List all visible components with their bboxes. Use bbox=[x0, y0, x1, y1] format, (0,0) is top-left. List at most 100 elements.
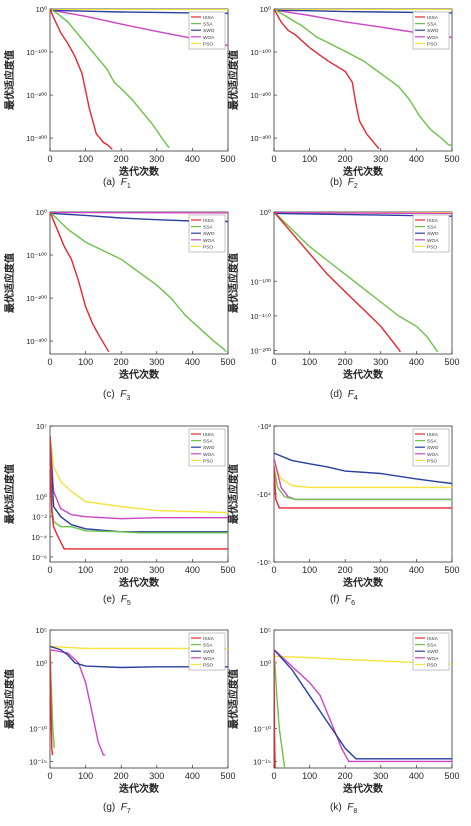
y-tick-label: 10⁻¹⁰⁰ bbox=[26, 48, 47, 57]
legend-label: WOA bbox=[427, 238, 439, 244]
y-axis-label: 最优适应度值 bbox=[3, 50, 16, 110]
x-tick-label: 0 bbox=[271, 154, 276, 164]
caption-subscript: 8 bbox=[353, 808, 358, 815]
x-tick-label: 100 bbox=[302, 771, 317, 781]
series-line-swo bbox=[50, 645, 228, 669]
series-line-issa bbox=[50, 9, 113, 150]
legend-label: WOA bbox=[203, 656, 215, 662]
legend-label: PSO bbox=[427, 458, 437, 464]
y-tick-label: 10⁻¹⁰ bbox=[29, 725, 47, 734]
caption: (k) F8 bbox=[330, 802, 357, 815]
y-tick-label: 10⁰ bbox=[260, 659, 271, 668]
x-tick-label: 100 bbox=[302, 154, 317, 164]
y-tick-label: 10⁵ bbox=[260, 626, 271, 635]
caption-subscript: 3 bbox=[126, 395, 131, 402]
caption: (d) F4 bbox=[330, 389, 358, 402]
x-tick-label: 200 bbox=[114, 771, 129, 781]
chart-panel-6: 0 100 200 300 400 500 -10³ -10⁴ -10⁵ 迭代次数 最优适应度值 IS… bbox=[227, 422, 460, 589]
legend-label: PSO bbox=[427, 662, 437, 668]
y-tick-label: 10⁰ bbox=[36, 5, 47, 14]
caption-function: F bbox=[120, 594, 127, 605]
caption-letter: (e) bbox=[103, 594, 121, 605]
caption: (f) F6 bbox=[330, 594, 355, 607]
series-line-ssa bbox=[50, 212, 227, 353]
caption-letter: (d) bbox=[330, 389, 348, 400]
caption-letter: (b) bbox=[330, 177, 348, 188]
x-tick-label: 100 bbox=[302, 565, 317, 575]
y-tick-label: 10⁻³⁰⁰ bbox=[250, 134, 271, 143]
legend-label: SSA bbox=[203, 643, 213, 649]
series-line-pso bbox=[50, 436, 228, 514]
caption-function: F bbox=[120, 802, 127, 813]
y-tick-label: 10⁻¹⁰⁰ bbox=[26, 251, 47, 260]
series-line-swo bbox=[274, 649, 452, 760]
y-tick-label: 10⁻¹⁵ bbox=[29, 757, 47, 766]
legend-label: SSA bbox=[427, 439, 437, 445]
legend-label: PSO bbox=[427, 41, 437, 47]
x-tick-label: 300 bbox=[149, 771, 164, 781]
series-line-issa bbox=[50, 649, 54, 755]
series-line-woa bbox=[50, 649, 106, 756]
chart-panel-4: 0 100 200 300 400 500 10⁰ 10⁻¹⁰⁰ 10⁻¹⁵⁰ 10⁻²⁰⁰ 迭代次… bbox=[227, 208, 460, 381]
y-tick-label: 10⁻¹⁵⁰ bbox=[250, 312, 271, 321]
y-axis-label: 最优适应度值 bbox=[227, 669, 240, 729]
caption-letter: (f) bbox=[330, 594, 345, 605]
legend-label: SWO bbox=[427, 231, 439, 237]
chart-panel-8: 0 100 200 300 400 500 10⁵ 10⁰ 10⁻¹⁰ 10⁻¹⁵ 迭代次数 最优适应… bbox=[227, 626, 460, 795]
legend-label: SSA bbox=[427, 643, 437, 649]
y-tick-label: 10⁰ bbox=[36, 659, 47, 668]
y-tick-label: -10³ bbox=[258, 422, 272, 431]
series-line-pso bbox=[50, 645, 228, 650]
legend-label: SWO bbox=[203, 28, 215, 34]
caption: (c) F3 bbox=[103, 389, 130, 402]
y-axis-label: 最优适应度值 bbox=[227, 253, 240, 313]
caption-letter: (a) bbox=[103, 177, 121, 188]
legend-label: ISSA bbox=[203, 636, 215, 642]
legend-label: SWO bbox=[427, 28, 439, 34]
y-tick-label: 10⁻¹⁵ bbox=[253, 757, 271, 766]
x-tick-label: 500 bbox=[444, 771, 459, 781]
y-tick-label: -10⁴ bbox=[257, 490, 271, 499]
x-tick-label: 300 bbox=[373, 154, 388, 164]
x-tick-label: 200 bbox=[114, 565, 129, 575]
caption-function: F bbox=[120, 177, 127, 188]
caption-letter: (k) bbox=[330, 802, 348, 813]
caption-subscript: 7 bbox=[126, 808, 131, 815]
legend-label: WOA bbox=[427, 452, 439, 458]
x-tick-label: 500 bbox=[444, 357, 459, 367]
legend-label: ISSA bbox=[427, 432, 439, 438]
x-tick-label: 300 bbox=[373, 565, 388, 575]
legend-label: PSO bbox=[203, 662, 213, 668]
x-axis-label: 迭代次数 bbox=[343, 368, 384, 381]
caption-subscript: 5 bbox=[126, 600, 131, 607]
legend-label: PSO bbox=[203, 41, 213, 47]
series-line-ssa bbox=[274, 649, 286, 768]
x-tick-label: 300 bbox=[373, 357, 388, 367]
series-line-ssa bbox=[50, 9, 170, 149]
x-tick-label: 500 bbox=[444, 565, 459, 575]
x-tick-label: 0 bbox=[47, 565, 52, 575]
y-axis-label: 最优适应度值 bbox=[227, 464, 240, 524]
legend-label: SWO bbox=[203, 231, 215, 237]
caption-subscript: 1 bbox=[126, 183, 131, 190]
x-tick-label: 500 bbox=[220, 771, 235, 781]
x-tick-label: 0 bbox=[47, 357, 52, 367]
legend-label: WOA bbox=[203, 452, 215, 458]
y-tick-label: 10⁻³⁰⁰ bbox=[26, 134, 47, 143]
x-tick-label: 400 bbox=[409, 357, 424, 367]
series-line-issa bbox=[274, 466, 452, 509]
series-line-issa bbox=[274, 9, 380, 150]
y-tick-label: 10⁻⁴ bbox=[31, 533, 47, 542]
series-line-swo bbox=[274, 452, 452, 485]
x-axis-label: 迭代次数 bbox=[119, 782, 160, 795]
legend-label: WOA bbox=[203, 35, 215, 41]
series-line-woa bbox=[50, 212, 228, 214]
legend-label: ISSA bbox=[427, 15, 439, 21]
legend-label: PSO bbox=[203, 244, 213, 250]
